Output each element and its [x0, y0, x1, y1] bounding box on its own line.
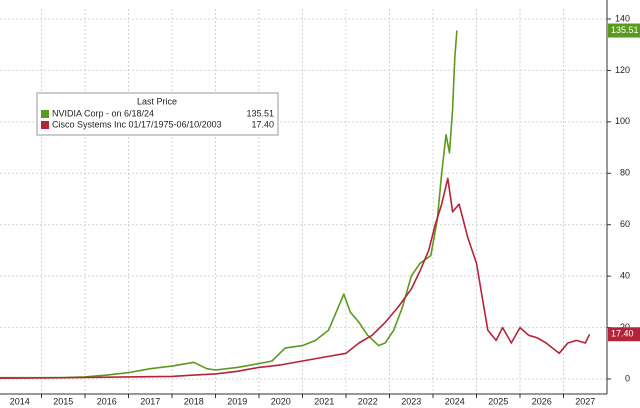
- legend-title: Last Price: [137, 96, 177, 106]
- y-tick-label: 60: [620, 219, 630, 229]
- legend-swatch: [41, 121, 49, 129]
- x-tick-label: 2027: [575, 396, 595, 406]
- legend-value: 17.40: [251, 119, 274, 129]
- y-tick-label: 40: [620, 271, 630, 281]
- legend-value: 135.51: [246, 108, 274, 118]
- price-tag-label: 135.51: [611, 25, 639, 35]
- x-tick-label: 2023: [401, 396, 421, 406]
- x-tick-label: 2016: [97, 396, 117, 406]
- x-tick-label: 2014: [10, 396, 30, 406]
- y-tick-label: 0: [625, 373, 630, 383]
- y-tick-label: 140: [615, 13, 630, 23]
- x-tick-label: 2019: [227, 396, 247, 406]
- y-tick-label: 100: [615, 116, 630, 126]
- x-tick-label: 2018: [184, 396, 204, 406]
- x-tick-label: 2017: [140, 396, 160, 406]
- x-tick-label: 2015: [53, 396, 73, 406]
- y-tick-label: 80: [620, 168, 630, 178]
- price-tag: [608, 327, 640, 342]
- legend-label: NVIDIA Corp - on 6/18/24: [52, 108, 154, 118]
- x-tick-label: 2021: [314, 396, 334, 406]
- price-tag-label: 17.40: [611, 329, 634, 339]
- legend-label: Cisco Systems Inc 01/17/1975-06/10/2003: [52, 119, 222, 129]
- x-tick-label: 2020: [271, 396, 291, 406]
- y-tick-label: 20: [620, 322, 630, 332]
- x-tick-label: 2022: [358, 396, 378, 406]
- price-line: [0, 177, 591, 379]
- y-tick-label: 120: [615, 65, 630, 75]
- x-tick-label: 2026: [532, 396, 552, 406]
- legend-swatch: [41, 110, 49, 118]
- price-line: [0, 30, 458, 379]
- legend-box: [36, 92, 279, 136]
- price-tag: [608, 23, 640, 38]
- x-tick-label: 2024: [445, 396, 465, 406]
- x-tick-label: 2025: [488, 396, 508, 406]
